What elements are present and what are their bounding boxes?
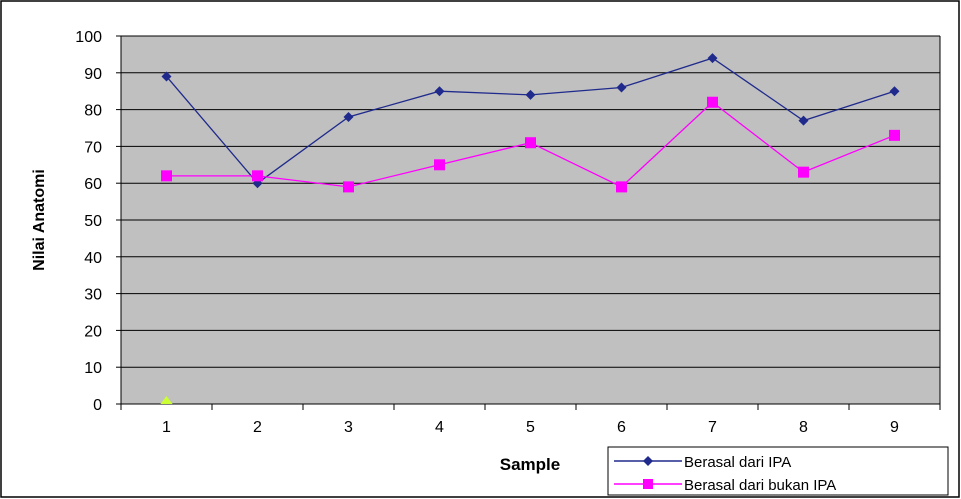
point-series-2-8 — [798, 166, 809, 178]
x-tick-label-9: 9 — [890, 419, 899, 436]
point-series-1-6 — [616, 82, 627, 93]
y-tick-label-50: 50 — [84, 213, 102, 230]
point-series-2-6 — [616, 181, 627, 193]
y-tick-label-90: 90 — [84, 66, 102, 83]
legend-marker-series-2 — [643, 479, 653, 489]
point-series-2-2 — [252, 170, 263, 182]
point-series-1-9 — [889, 86, 900, 97]
x-tick-label-8: 8 — [799, 419, 808, 436]
point-series-2-4 — [434, 159, 445, 171]
x-tick-label-3: 3 — [344, 419, 353, 436]
x-axis-ticks: 1 2 3 4 5 6 7 8 9 — [120, 404, 941, 436]
x-tick-label-5: 5 — [526, 419, 535, 436]
x-tick-label-7: 7 — [708, 419, 717, 436]
x-tick-label-2: 2 — [253, 419, 262, 436]
point-series-2-7 — [707, 96, 718, 108]
y-tick-label-10: 10 — [84, 360, 102, 377]
y-tick-label-70: 70 — [84, 139, 102, 156]
x-axis-label: Sample — [500, 455, 560, 474]
point-series-1-4 — [434, 86, 445, 97]
y-tick-label-100: 100 — [75, 29, 102, 46]
y-tick-label-60: 60 — [84, 176, 102, 193]
x-tick-label-4: 4 — [435, 419, 444, 436]
legend-marker-series-1 — [643, 456, 653, 466]
series-layer — [160, 53, 900, 404]
y-tick-label-80: 80 — [84, 103, 102, 120]
extra-marker-1 — [160, 396, 173, 404]
point-series-1-1 — [161, 71, 172, 82]
legend-label-series-1: Berasal dari IPA — [684, 454, 791, 471]
point-series-1-8 — [798, 115, 809, 126]
point-series-2-9 — [889, 129, 900, 141]
point-series-1-7 — [707, 53, 718, 64]
legend-box — [607, 446, 949, 496]
point-series-2-3 — [343, 181, 354, 193]
x-tick-label-6: 6 — [617, 419, 626, 436]
y-tick-label-20: 20 — [84, 323, 102, 340]
point-series-2-5 — [525, 137, 536, 149]
y-tick-label-30: 30 — [84, 287, 102, 304]
point-series-2-1 — [161, 170, 172, 182]
y-tick-label-0: 0 — [93, 397, 102, 414]
legend: Berasal dari IPA Berasal dari bukan IPA — [607, 446, 949, 496]
y-axis-label: Nilai Anatomi — [31, 169, 48, 271]
x-tick-label-1: 1 — [162, 419, 171, 436]
point-series-1-3 — [343, 111, 354, 122]
point-series-1-5 — [525, 89, 536, 100]
y-tick-label-40: 40 — [84, 250, 102, 267]
legend-label-series-2: Berasal dari bukan IPA — [684, 477, 836, 494]
y-axis-ticks: 0 10 20 30 40 50 60 70 80 90 100 — [75, 29, 121, 414]
